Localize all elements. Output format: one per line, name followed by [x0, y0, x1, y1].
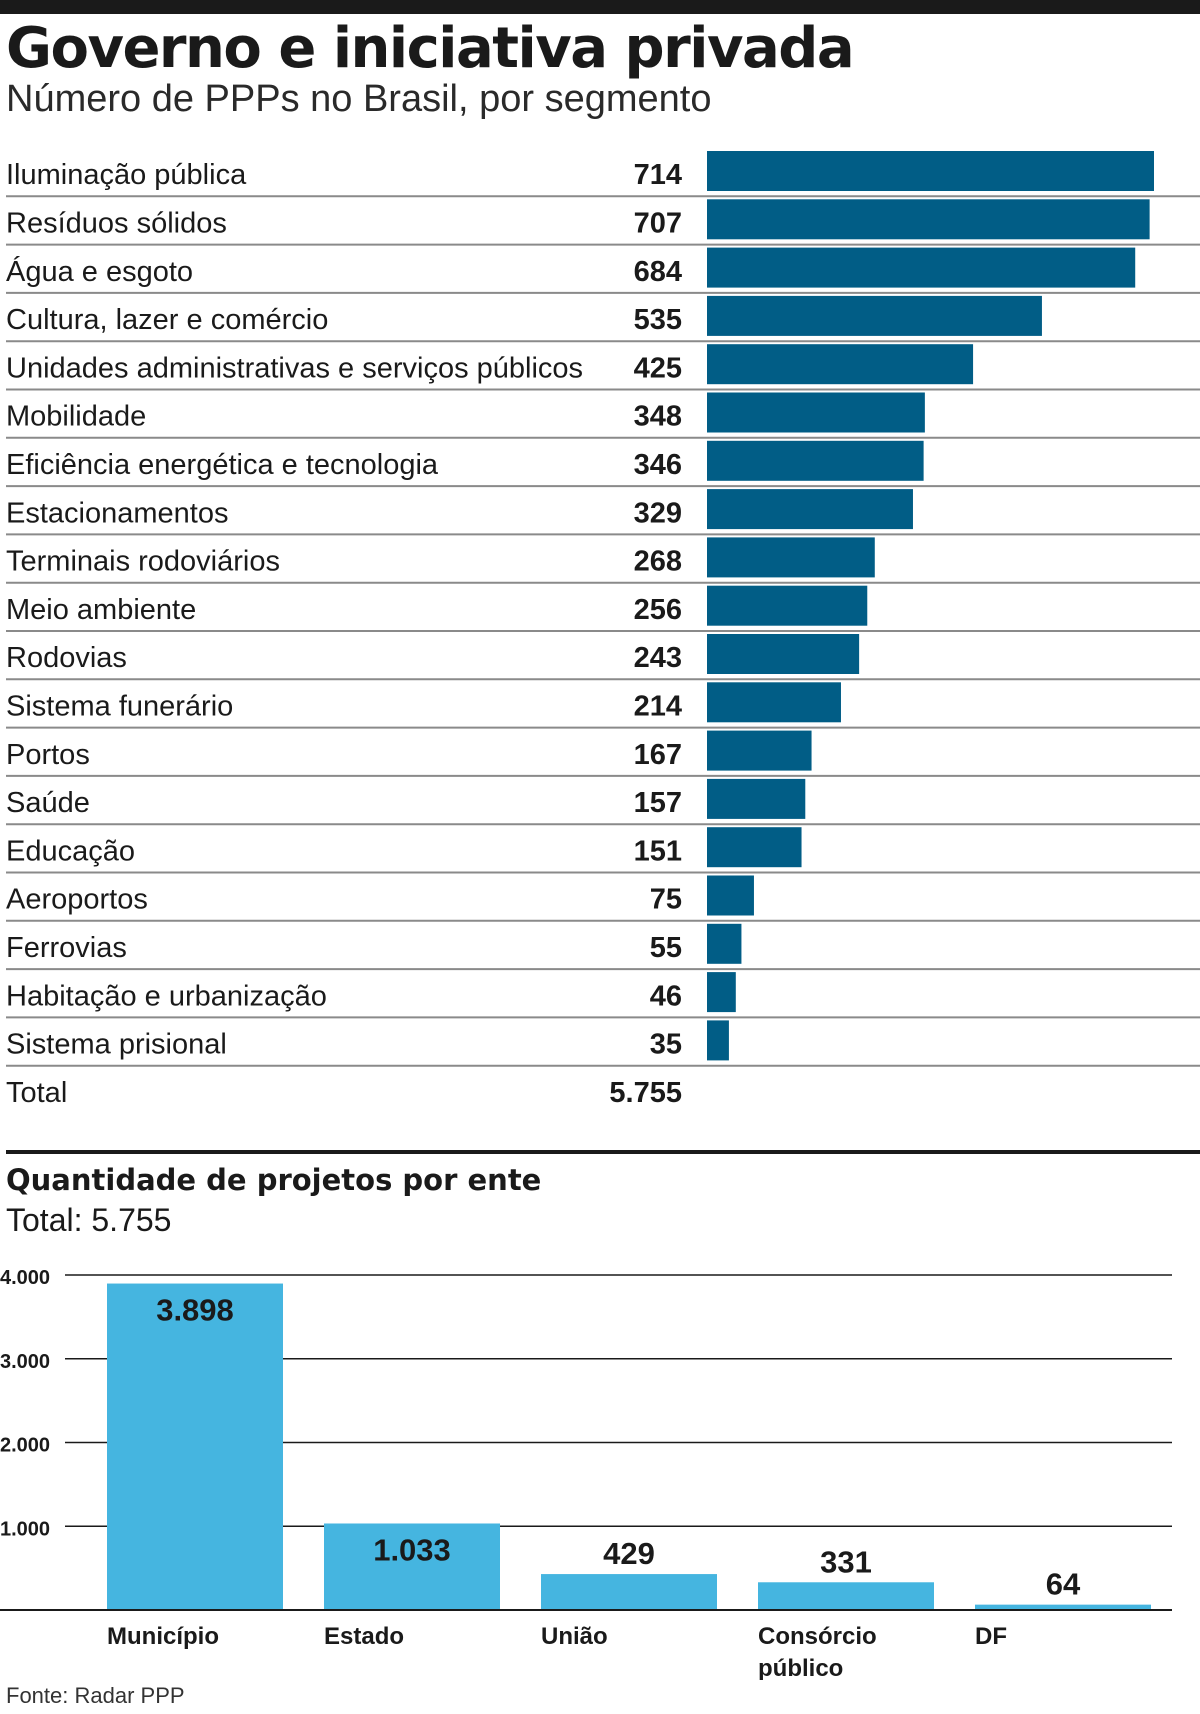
category-label: Sistema funerário — [6, 690, 233, 722]
category-label: Resíduos sólidos — [6, 207, 227, 239]
y-tick-label: 1.000 — [0, 1518, 50, 1540]
category-label: Ferrovias — [6, 932, 127, 964]
bar — [707, 778, 806, 819]
value-label: 35 — [650, 1029, 682, 1061]
category-label: Educação — [6, 835, 135, 867]
category-label: Portos — [6, 739, 90, 771]
bar — [707, 972, 736, 1013]
bar — [707, 537, 875, 578]
column-value-label: 1.033 — [373, 1532, 451, 1567]
category-label: Habitação e urbanização — [6, 980, 327, 1012]
value-label: 346 — [634, 449, 682, 481]
bar — [707, 440, 924, 481]
ente-column-chart: 1.000 2.000 3.000 4.000 3.898 Município 1.033 E… — [0, 1267, 1172, 1680]
total-label: Total — [6, 1077, 67, 1109]
value-label: 214 — [634, 690, 682, 722]
y-tick-label: 3.000 — [0, 1351, 50, 1373]
bar — [707, 585, 868, 626]
source-note: Fonte: Radar PPP — [6, 1683, 185, 1708]
column — [975, 1604, 1151, 1610]
value-label: 46 — [650, 980, 682, 1012]
bar — [707, 199, 1150, 240]
value-label: 157 — [634, 787, 682, 819]
y-tick-label: 2.000 — [0, 1435, 50, 1457]
category-label: Meio ambiente — [6, 594, 196, 626]
section2-total: Total: 5.755 — [6, 1202, 172, 1238]
chart-subtitle: Número de PPPs no Brasil, por segmento — [6, 78, 712, 120]
category-label: Cultura, lazer e comércio — [6, 304, 328, 336]
bar — [707, 151, 1154, 191]
column — [541, 1574, 717, 1610]
bar — [707, 392, 925, 433]
value-label: 55 — [650, 932, 682, 964]
bar — [707, 634, 860, 674]
value-label: 268 — [634, 546, 682, 578]
section-divider — [6, 1150, 1200, 1154]
bar — [707, 295, 1042, 336]
value-label: 75 — [650, 884, 682, 916]
x-category-label: Consórcio — [758, 1623, 877, 1650]
segment-bar-chart: Iluminação pública 714 Resíduos sólidos 707… — [6, 151, 1200, 1109]
category-label: Sistema prisional — [6, 1029, 227, 1061]
value-label: 684 — [634, 256, 682, 288]
value-label: 714 — [634, 159, 682, 191]
category-label: Terminais rodoviários — [6, 546, 280, 578]
bar — [707, 827, 802, 868]
value-label: 243 — [634, 642, 682, 674]
value-label: 167 — [634, 739, 682, 771]
column — [758, 1582, 934, 1610]
bar — [707, 247, 1136, 288]
x-category-label: União — [541, 1623, 608, 1650]
y-tick-label: 4.000 — [0, 1267, 50, 1289]
bar — [707, 682, 841, 723]
x-category-label: público — [758, 1655, 843, 1680]
category-label: Mobilidade — [6, 401, 146, 433]
category-label: Estacionamentos — [6, 497, 228, 529]
column-value-label: 3.898 — [156, 1293, 234, 1328]
value-label: 425 — [634, 352, 682, 384]
bar — [707, 730, 812, 771]
category-label: Saúde — [6, 787, 90, 819]
category-label: Iluminação pública — [6, 159, 247, 191]
bar — [707, 923, 742, 964]
column — [324, 1523, 500, 1610]
value-label: 329 — [634, 497, 682, 529]
bar — [707, 875, 754, 916]
bar — [707, 1020, 729, 1061]
value-label: 151 — [634, 835, 682, 867]
value-label: 707 — [634, 207, 682, 239]
category-label: Aeroportos — [6, 884, 148, 916]
x-category-label: Estado — [324, 1623, 404, 1650]
bar — [707, 344, 974, 385]
x-category-label: DF — [975, 1623, 1007, 1650]
column-value-label: 429 — [603, 1536, 655, 1571]
column-value-label: 64 — [1046, 1567, 1081, 1602]
value-label: 348 — [634, 401, 682, 433]
category-label: Unidades administrativas e serviços públ… — [6, 352, 583, 384]
column-value-label: 331 — [820, 1544, 872, 1579]
total-value: 5.755 — [609, 1077, 682, 1109]
top-rule — [0, 0, 1200, 14]
bar — [707, 489, 913, 530]
chart-title: Governo e iniciativa privada — [6, 16, 855, 81]
column — [107, 1283, 283, 1610]
category-label: Água e esgoto — [6, 255, 193, 288]
category-label: Eficiência energética e tecnologia — [6, 449, 439, 481]
value-label: 535 — [634, 304, 682, 336]
section2-title: Quantidade de projetos por ente — [6, 1163, 542, 1197]
x-category-label: Município — [107, 1623, 219, 1650]
category-label: Rodovias — [6, 642, 127, 674]
value-label: 256 — [634, 594, 682, 626]
